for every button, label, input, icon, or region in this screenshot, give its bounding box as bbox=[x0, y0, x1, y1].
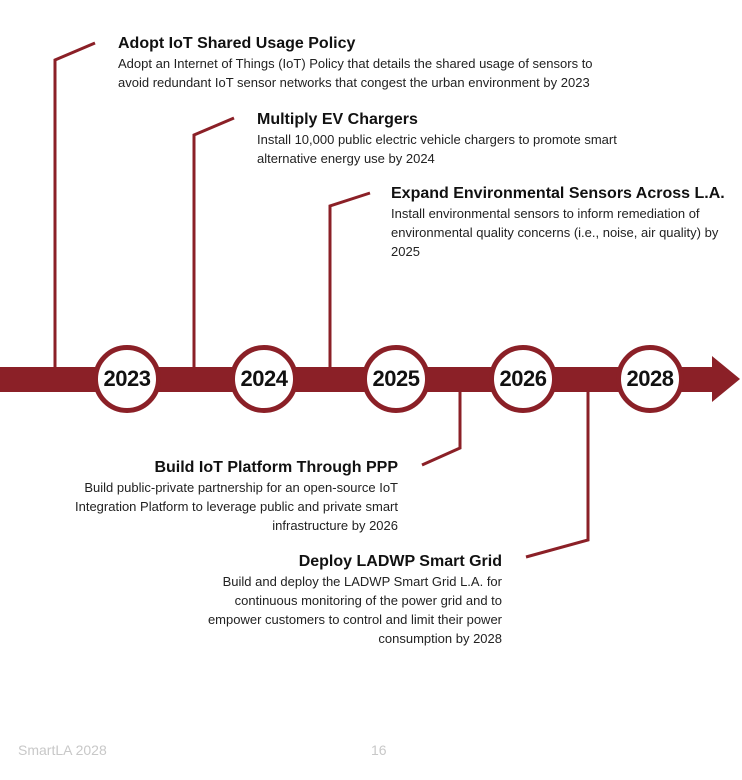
milestone-description: Install 10,000 public electric vehicle c… bbox=[257, 132, 617, 166]
year-marker-2025: 2025 bbox=[362, 345, 430, 413]
milestone-env-sensors: Expand Environmental Sensors Across L.A.… bbox=[391, 184, 725, 261]
milestone-title: Deploy LADWP Smart Grid bbox=[298, 553, 502, 570]
milestone-description: Adopt an Internet of Things (IoT) Policy… bbox=[118, 56, 593, 90]
milestone-iot-platform: Build IoT Platform Through PPP Build pub… bbox=[68, 458, 398, 535]
year-label: 2024 bbox=[240, 366, 288, 391]
milestone-description: Build public-private partnership for an … bbox=[74, 480, 398, 533]
milestone-smart-grid: Deploy LADWP Smart Grid Build and deploy… bbox=[180, 552, 502, 648]
connector-env-sensors bbox=[328, 191, 371, 368]
connector-iot-platform bbox=[421, 392, 462, 467]
year-label: 2023 bbox=[103, 366, 151, 391]
connector-ev-chargers bbox=[192, 116, 235, 368]
footer-page-number: 16 bbox=[371, 742, 387, 758]
milestone-iot-policy: Adopt IoT Shared Usage Policy Adopt an I… bbox=[118, 34, 618, 92]
year-label: 2025 bbox=[372, 366, 420, 391]
year-marker-2024: 2024 bbox=[230, 345, 298, 413]
year-marker-2026: 2026 bbox=[489, 345, 557, 413]
footer-document-name: SmartLA 2028 bbox=[18, 742, 107, 758]
connector-lines bbox=[53, 41, 590, 559]
connector-iot-policy bbox=[53, 41, 96, 368]
milestone-description: Build and deploy the LADWP Smart Grid L.… bbox=[207, 574, 502, 646]
connector-smart-grid bbox=[525, 392, 590, 559]
milestone-title: Adopt IoT Shared Usage Policy bbox=[118, 35, 356, 52]
year-label: 2028 bbox=[626, 366, 674, 391]
year-marker-2023: 2023 bbox=[93, 345, 161, 413]
milestone-title: Build IoT Platform Through PPP bbox=[154, 459, 398, 476]
milestone-description: Install environmental sensors to inform … bbox=[391, 206, 719, 259]
milestone-title: Expand Environmental Sensors Across L.A. bbox=[391, 185, 725, 202]
milestone-title: Multiply EV Chargers bbox=[257, 111, 418, 128]
timeline-arrowhead bbox=[712, 356, 740, 402]
year-marker-2028: 2028 bbox=[616, 345, 684, 413]
year-label: 2026 bbox=[499, 366, 547, 391]
milestone-ev-chargers: Multiply EV Chargers Install 10,000 publ… bbox=[257, 110, 647, 168]
